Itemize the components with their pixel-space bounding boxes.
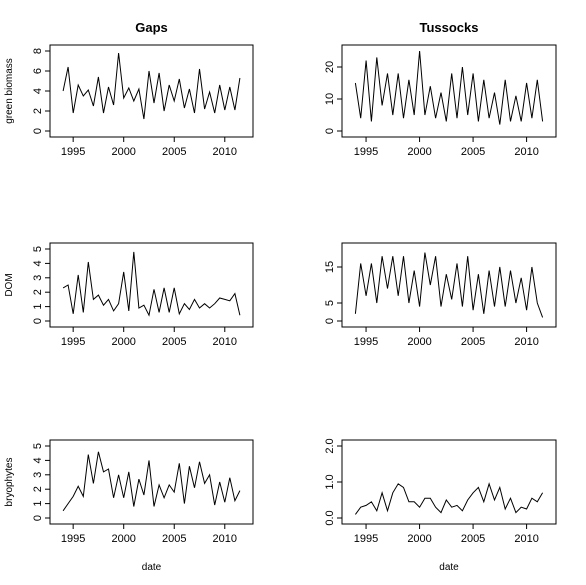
x-tick-label: 2005 [162,533,186,545]
x-tick-label: 2010 [514,533,538,545]
panel-3: 1995 2000 2005 2010 0 1 2 3 4 5 DOM [4,242,254,348]
y-tick-label: 0 [324,318,336,324]
series-line [354,252,544,318]
y-tick-label: 6 [32,68,44,74]
y-tick-label: 2 [32,486,44,492]
y-axis-label: green biomass [4,58,15,124]
x-axis-label: date [142,562,162,573]
x-tick-label: 2010 [213,146,237,158]
plot-frame [49,439,254,525]
plot-frame [49,242,254,328]
x-tick-label: 1995 [61,146,85,158]
y-tick-label: 3 [32,275,44,281]
y-tick-label: 5 [32,246,44,252]
x-tick-label: 2000 [111,336,135,348]
y-tick-label: 1.0 [324,474,336,489]
x-tick-label: 2010 [514,146,538,158]
x-tick-label: 2000 [111,146,135,158]
y-tick-label: 4 [32,88,44,94]
y-tick-label: 5 [32,443,44,449]
x-tick-label: 2005 [461,146,485,158]
x-tick-label: 2005 [162,336,186,348]
x-tick-label: 2005 [461,533,485,545]
y-tick-label: 20 [324,61,336,73]
y-tick-label: 4 [32,457,44,463]
panel-title: Tussocks [419,20,478,35]
y-tick-label: 8 [32,48,44,54]
x-tick-label: 1995 [354,336,378,348]
plot-frame [341,242,557,328]
y-tick-label: 0 [324,128,336,134]
series-line [354,50,544,125]
series-line [354,482,544,515]
x-axis-label: date [439,562,459,573]
x-tick-label: 2010 [213,533,237,545]
panel-1: Gaps 1995 2000 2005 2010 0 2 4 6 8 green biomass [4,20,254,158]
x-tick-label: 2010 [213,336,237,348]
x-tick-label: 2000 [407,146,431,158]
panel-4: 1995 2000 2005 2010 0 5 15 [324,242,557,348]
y-tick-label: 15 [324,261,336,273]
y-tick-label: 0 [32,515,44,521]
y-tick-label: 10 [324,93,336,105]
y-tick-label: 0 [32,128,44,134]
x-tick-label: 2010 [514,336,538,348]
y-tick-label: 3 [32,472,44,478]
x-tick-label: 1995 [61,336,85,348]
y-tick-label: 2 [32,108,44,114]
y-tick-label: 1 [32,304,44,310]
x-tick-label: 2005 [162,146,186,158]
plot-frame [341,44,557,138]
plot-frame [341,439,557,525]
panel-5: 1995 2000 2005 2010 0 1 2 3 4 5 bryophytes date [4,439,254,573]
x-tick-label: 2000 [407,336,431,348]
y-tick-label: 5 [324,300,336,306]
x-tick-label: 1995 [354,146,378,158]
series-line [62,451,241,512]
y-tick-label: 4 [32,260,44,266]
panel-6: 1995 2000 2005 2010 0.0 1.0 2.0 date [324,438,557,573]
y-tick-label: 0 [32,318,44,324]
y-tick-label: 1 [32,501,44,507]
y-axis-label: bryophytes [4,458,15,507]
y-tick-label: 0.0 [324,510,336,525]
y-tick-label: 2 [32,289,44,295]
x-tick-label: 2000 [407,533,431,545]
series-line [62,251,241,317]
y-tick-label: 2.0 [324,438,336,453]
panel-2: Tussocks 1995 2000 2005 2010 0 10 20 [324,20,557,158]
x-tick-label: 2000 [111,533,135,545]
x-tick-label: 1995 [61,533,85,545]
y-axis-label: DOM [4,273,15,296]
x-tick-label: 2005 [461,336,485,348]
series-line [62,52,241,120]
x-tick-label: 1995 [354,533,378,545]
panel-title: Gaps [135,20,168,35]
